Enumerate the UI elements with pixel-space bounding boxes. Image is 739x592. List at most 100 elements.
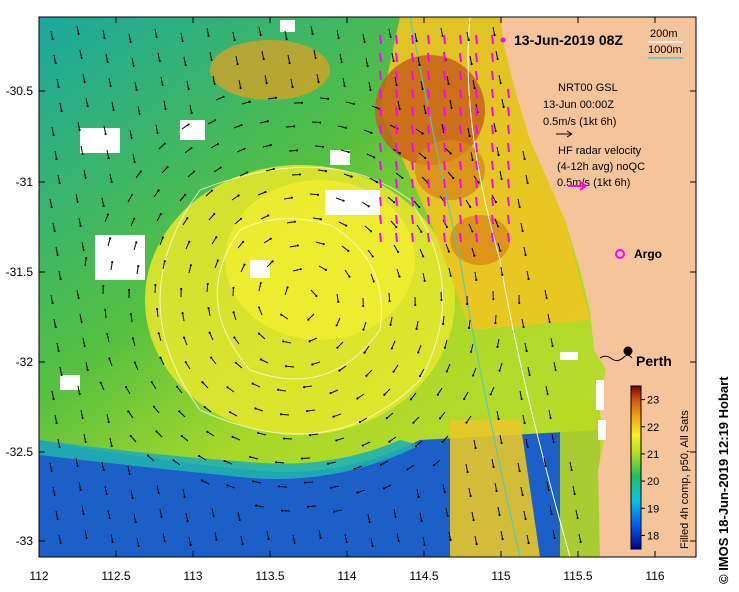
current-vector	[362, 33, 366, 43]
current-vector	[207, 119, 216, 125]
current-vector-head	[308, 340, 311, 343]
current-vector	[388, 292, 391, 302]
current-vector-head	[180, 434, 183, 438]
current-vector	[278, 485, 288, 488]
current-vector	[110, 533, 114, 543]
current-vector-head	[129, 434, 132, 438]
current-vector-head	[392, 59, 395, 63]
current-vector	[492, 26, 496, 36]
current-vector-head	[576, 516, 579, 520]
radar-vector	[459, 178, 462, 189]
current-vector	[50, 30, 54, 40]
current-vector-head	[82, 248, 85, 252]
current-vector	[101, 197, 105, 207]
radar-vector	[379, 70, 382, 81]
current-vector-head	[319, 218, 323, 221]
current-vector-head	[498, 513, 501, 517]
radar-vector	[507, 124, 510, 135]
current-vector	[407, 464, 415, 470]
contour-1000m-label: 1000m	[648, 44, 682, 56]
current-vector	[107, 238, 111, 247]
current-vector-head	[59, 277, 62, 281]
current-vector-head	[547, 488, 550, 492]
current-vector-head	[104, 132, 107, 136]
radar-vector	[491, 178, 494, 189]
current-vector	[328, 461, 337, 465]
current-vector-head	[157, 332, 160, 335]
current-vector-head	[186, 217, 189, 220]
current-vector	[318, 529, 322, 539]
current-vector-head	[361, 444, 364, 447]
title-marker	[500, 37, 506, 43]
current-vector	[285, 125, 295, 128]
current-vector	[498, 74, 502, 84]
current-vector	[106, 149, 110, 159]
current-vector	[258, 333, 266, 340]
current-vector	[258, 307, 263, 316]
current-vector	[57, 174, 61, 184]
current-vector	[290, 78, 294, 88]
current-vector-head	[216, 259, 219, 262]
current-vector	[315, 241, 324, 245]
current-vector	[445, 507, 449, 517]
current-vector-head	[81, 416, 84, 420]
current-vector	[158, 333, 162, 342]
current-vector	[233, 124, 242, 129]
current-vector-head	[130, 193, 134, 197]
current-vector	[466, 415, 472, 423]
current-vector-head	[181, 312, 184, 315]
current-vector-head	[528, 373, 531, 377]
current-vector	[180, 32, 184, 42]
current-vector-head	[106, 333, 109, 336]
current-vector-head	[233, 336, 236, 339]
current-vector	[422, 272, 426, 281]
current-vector-head	[336, 346, 339, 349]
current-vector-head	[366, 64, 369, 68]
current-vector-head	[53, 493, 56, 497]
current-vector	[419, 248, 424, 257]
current-vector	[188, 265, 192, 274]
current-vector-head	[111, 260, 114, 264]
current-vector-head	[365, 374, 368, 377]
current-vector-head	[99, 381, 102, 384]
current-vector-head	[496, 225, 500, 228]
warm-patch-north	[375, 55, 485, 165]
current-vector-head	[58, 181, 61, 185]
current-vector	[468, 319, 471, 329]
current-vector	[153, 190, 160, 198]
current-vector	[105, 53, 109, 63]
current-vector-head	[526, 445, 529, 449]
current-vector	[163, 100, 167, 110]
current-vector-head	[132, 64, 135, 68]
current-vector	[130, 218, 135, 227]
current-vector	[550, 337, 554, 347]
current-vector-head	[356, 397, 359, 400]
current-vector	[181, 435, 189, 442]
current-vector-head	[449, 274, 452, 277]
current-vector	[156, 308, 159, 318]
current-vector	[82, 73, 86, 83]
radar-vector	[379, 214, 382, 225]
current-vector	[80, 145, 84, 155]
x-tick-label: 113	[183, 569, 202, 583]
current-vector-head	[156, 131, 159, 135]
current-vector-head	[348, 275, 351, 278]
x-tick-label: 114.5	[409, 569, 438, 583]
current-vector	[383, 484, 392, 489]
current-vector-head	[415, 327, 418, 330]
current-vector-head	[388, 440, 391, 443]
current-vector	[265, 168, 274, 172]
current-vector	[304, 385, 313, 388]
current-vector	[414, 32, 418, 42]
current-vector	[85, 97, 89, 107]
current-vector-head	[494, 321, 497, 325]
x-tick-label: 115	[491, 569, 510, 583]
current-vector-head	[160, 515, 163, 519]
colorbar	[630, 385, 642, 550]
current-vector-head	[494, 200, 497, 204]
current-vector	[53, 318, 57, 328]
colorbar-tick-label: 23	[647, 395, 659, 407]
current-vector-head	[338, 369, 341, 372]
current-vector	[103, 125, 107, 135]
current-vector-head	[362, 328, 365, 331]
